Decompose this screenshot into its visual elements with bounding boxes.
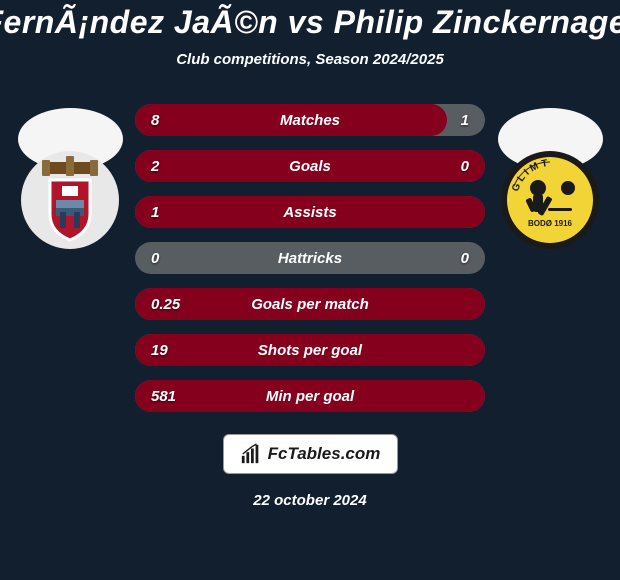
stat-row: 0.25 Goals per match	[135, 288, 485, 320]
stat-left-value: 0	[151, 250, 181, 267]
stat-row-inner: 19 Shots per goal	[135, 334, 485, 366]
stat-label: Hattricks	[278, 250, 342, 267]
attribution-badge[interactable]: FcTables.com	[223, 434, 398, 474]
comparison-card: FernÃ¡ndez JaÃ©n vs Philip Zinckernagel …	[0, 0, 620, 580]
chart-icon	[240, 443, 262, 465]
stat-label: Matches	[280, 112, 340, 129]
stat-left-value: 2	[151, 158, 181, 175]
stat-left-value: 1	[151, 204, 181, 221]
stats-column: 8 Matches 1 2 Goals 0 1 Assists 0 Hattricks 0 0.25 G…	[135, 104, 485, 412]
stat-left-value: 0.25	[151, 296, 181, 313]
stat-left-value: 8	[151, 112, 181, 129]
stat-row-inner: 1 Assists	[135, 196, 485, 228]
stat-label: Min per goal	[266, 388, 354, 405]
stat-label: Assists	[283, 204, 336, 221]
right-club-badge: BODØ 1916 G L I M T	[500, 150, 600, 250]
svg-text:BODØ 1916: BODØ 1916	[528, 219, 573, 228]
page-subtitle: Club competitions, Season 2024/2025	[176, 51, 444, 68]
stat-row: 8 Matches 1	[135, 104, 485, 136]
stat-row-inner: 581 Min per goal	[135, 380, 485, 412]
stat-right-value: 0	[439, 250, 469, 267]
left-club-badge	[20, 150, 120, 250]
bodo-glimt-badge-icon: BODØ 1916 G L I M T	[500, 150, 600, 250]
attribution-text: FcTables.com	[268, 444, 381, 464]
braga-badge-icon	[20, 150, 120, 250]
stat-label: Goals per match	[251, 296, 369, 313]
stat-row-inner: 8 Matches 1	[135, 104, 485, 136]
stat-row: 1 Assists	[135, 196, 485, 228]
stat-right-value: 1	[439, 112, 469, 129]
stat-label: Shots per goal	[258, 342, 362, 359]
left-player-column	[5, 104, 135, 250]
stat-row: 2 Goals 0	[135, 150, 485, 182]
player-right-name: Philip Zinckernagel	[334, 4, 620, 40]
vs-label: vs	[288, 4, 325, 40]
stat-row-inner: 0 Hattricks 0	[135, 242, 485, 274]
stat-row-inner: 0.25 Goals per match	[135, 288, 485, 320]
stat-right-value: 0	[439, 158, 469, 175]
stat-row: 581 Min per goal	[135, 380, 485, 412]
stat-left-value: 19	[151, 342, 181, 359]
player-left-name: FernÃ¡ndez JaÃ©n	[0, 4, 278, 40]
stat-left-value: 581	[151, 388, 181, 405]
page-title: FernÃ¡ndez JaÃ©n vs Philip Zinckernagel	[0, 4, 620, 41]
comparison-body: 8 Matches 1 2 Goals 0 1 Assists 0 Hattricks 0 0.25 G…	[0, 104, 620, 412]
stat-label: Goals	[289, 158, 331, 175]
right-player-column: BODØ 1916 G L I M T	[485, 104, 615, 250]
stat-row-inner: 2 Goals 0	[135, 150, 485, 182]
stat-row: 19 Shots per goal	[135, 334, 485, 366]
stat-row: 0 Hattricks 0	[135, 242, 485, 274]
date-label: 22 october 2024	[253, 492, 366, 509]
